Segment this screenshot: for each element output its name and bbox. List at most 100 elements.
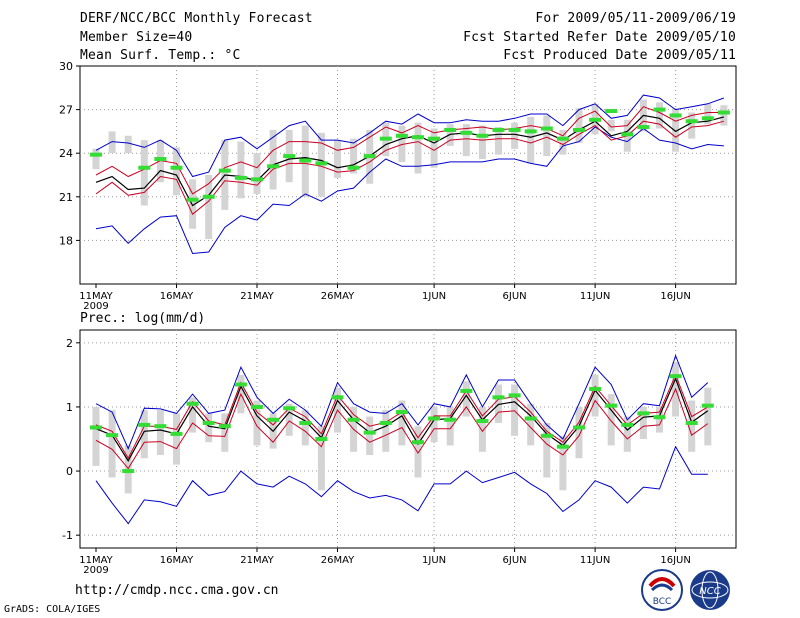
spread-bar: [511, 122, 519, 149]
title-line-3: Mean Surf. Temp.: °C: [80, 48, 241, 63]
ensemble-marker: [444, 127, 457, 132]
ensemble-marker: [701, 403, 714, 408]
spread-bar: [688, 400, 696, 452]
x-tick-label: 21MAY: [240, 291, 274, 302]
spread-bar: [269, 129, 277, 190]
spread-bar: [446, 406, 454, 446]
ensemble-marker: [379, 420, 392, 425]
ensemble-marker: [685, 420, 698, 425]
x-tick-label: 11JUN: [580, 555, 610, 566]
ensemble-marker: [669, 374, 682, 379]
spread-bar: [301, 410, 309, 446]
ensemble-marker: [412, 135, 424, 140]
spread-bar: [575, 108, 583, 144]
ensemble-marker: [669, 113, 682, 118]
precip-title: Prec.: log(mm/d): [80, 311, 205, 326]
spread-bar: [382, 410, 390, 452]
ensemble-marker: [267, 164, 280, 169]
chart-panel-2: -1 0 1 2 11MAY 16MAY 21MAY 26MAY 1JUN 6JUN 11JUN 16…: [62, 311, 737, 576]
spread-bar: [430, 406, 438, 443]
spread-bar: [140, 140, 148, 206]
ensemble-marker: [234, 175, 247, 180]
ensemble-marker: [154, 424, 167, 429]
spread-bar: [656, 406, 663, 433]
y-tick-label: 27: [59, 104, 73, 117]
ensemble-marker: [444, 417, 457, 422]
ensemble-marker: [347, 165, 360, 170]
ensemble-marker: [621, 422, 634, 427]
x-tick-label: 6JUN: [503, 555, 527, 566]
produced-date: Fcst Produced Date 2009/05/11: [503, 48, 736, 63]
spread-bar: [446, 124, 454, 146]
ensemble-marker: [524, 129, 537, 134]
ensemble-marker: [395, 410, 408, 415]
x-tick-label: 11JUN: [580, 291, 610, 302]
spread-bar: [511, 384, 519, 436]
x-tick-label: 1JUN: [422, 555, 446, 566]
x-tick-label: 16JUN: [660, 291, 690, 302]
ensemble-marker: [170, 431, 183, 436]
spread-bar: [173, 147, 180, 196]
spread-bar: [607, 394, 615, 446]
spread-bar: [543, 422, 551, 478]
y-tick-label: -1: [62, 529, 73, 542]
ensemble-marker: [315, 161, 328, 166]
series-max-line: [95, 94, 725, 178]
ensemble-marker: [605, 109, 618, 114]
ncc-logo: NCC: [690, 570, 730, 610]
spread-bar: [92, 148, 100, 170]
ensemble-marker: [299, 420, 312, 425]
spread-bar: [559, 129, 567, 155]
spread-bar: [253, 153, 261, 194]
ensemble-marker: [90, 152, 102, 157]
ensemble-marker: [186, 197, 199, 202]
spread-bar: [672, 108, 680, 152]
spread-bar: [414, 426, 422, 478]
ensemble-marker: [267, 417, 280, 422]
spread-bar: [205, 413, 213, 443]
series-lower-line: [95, 120, 725, 215]
ensemble-marker: [701, 116, 714, 121]
y-tick-label: 18: [59, 234, 73, 247]
ensemble-marker: [251, 177, 263, 182]
ensemble-marker: [573, 425, 585, 430]
ensemble-marker: [218, 168, 231, 173]
ensemble-marker: [186, 401, 199, 406]
spread-bar: [495, 127, 502, 155]
x-tick-label: 1JUN: [422, 291, 446, 302]
spread-bar: [462, 381, 470, 417]
source-url[interactable]: http://cmdp.ncc.cma.gov.cn: [75, 583, 279, 598]
ensemble-marker: [412, 440, 424, 445]
ensemble-marker: [363, 430, 376, 435]
ensemble-marker: [428, 416, 441, 421]
ensemble-marker: [347, 417, 360, 422]
spread-bar: [398, 400, 406, 446]
y-tick-label: 21: [59, 191, 73, 204]
ensemble-marker: [556, 136, 569, 141]
ensemble-marker: [540, 433, 553, 438]
spread-bar: [607, 119, 615, 132]
x-year-label: 2009: [83, 565, 108, 576]
ensemble-marker: [605, 403, 618, 408]
ensemble-marker: [476, 419, 489, 424]
ensemble-marker: [621, 132, 634, 137]
spread-bar: [543, 115, 551, 157]
spread-bar: [623, 416, 631, 452]
x-tick-label: 26MAY: [321, 555, 355, 566]
chart-panel-1: 18 21 24 27 30 11MAY 16MAY 21MAY 26MAY 1JUN 6JUN 11…: [59, 60, 737, 312]
series-min-line: [95, 126, 724, 255]
y-tick-label: 1: [66, 401, 73, 414]
spread-bar: [253, 400, 261, 446]
spread-bar: [414, 122, 422, 174]
ensemble-marker: [138, 165, 151, 170]
grads-credit: GrADS: COLA/IGES: [4, 604, 101, 615]
spread-bar: [462, 124, 470, 157]
spread-bar: [366, 416, 374, 456]
ensemble-marker: [685, 119, 698, 124]
ensemble-marker: [395, 133, 408, 138]
spread-bar: [205, 175, 213, 239]
series-min-line: [95, 445, 708, 525]
ensemble-marker: [637, 411, 650, 416]
ensemble-marker: [637, 125, 650, 130]
